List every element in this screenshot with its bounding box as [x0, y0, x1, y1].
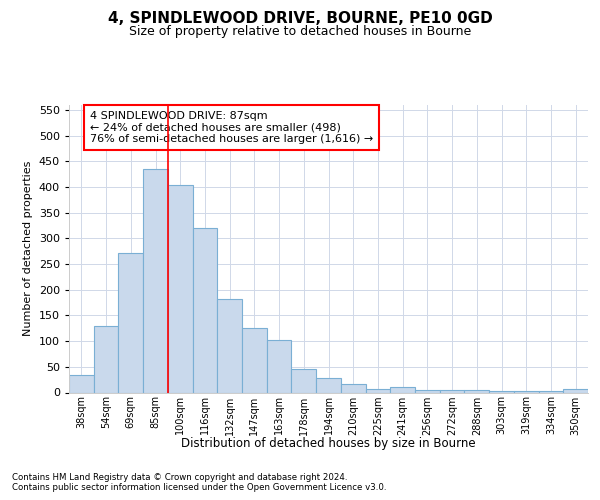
Text: Contains public sector information licensed under the Open Government Licence v3: Contains public sector information licen… [12, 484, 386, 492]
Bar [193, 228, 217, 392]
Text: 4, SPINDLEWOOD DRIVE, BOURNE, PE10 0GD: 4, SPINDLEWOOD DRIVE, BOURNE, PE10 0GD [107, 11, 493, 26]
Text: Distribution of detached houses by size in Bourne: Distribution of detached houses by size … [181, 438, 476, 450]
Bar [440, 390, 464, 392]
Bar [341, 384, 365, 392]
Bar [390, 388, 415, 392]
Bar [69, 374, 94, 392]
Bar [514, 391, 539, 392]
Bar [118, 253, 143, 392]
Y-axis label: Number of detached properties: Number of detached properties [23, 161, 33, 336]
Text: Contains HM Land Registry data © Crown copyright and database right 2024.: Contains HM Land Registry data © Crown c… [12, 472, 347, 482]
Bar [563, 390, 588, 392]
Bar [217, 298, 242, 392]
Bar [316, 378, 341, 392]
Bar [464, 390, 489, 392]
Bar [292, 370, 316, 392]
Bar [539, 391, 563, 392]
Bar [415, 390, 440, 392]
Bar [242, 328, 267, 392]
Text: 4 SPINDLEWOOD DRIVE: 87sqm
← 24% of detached houses are smaller (498)
76% of sem: 4 SPINDLEWOOD DRIVE: 87sqm ← 24% of deta… [90, 111, 373, 144]
Bar [168, 184, 193, 392]
Bar [365, 389, 390, 392]
Bar [267, 340, 292, 392]
Bar [143, 169, 168, 392]
Bar [94, 326, 118, 392]
Text: Size of property relative to detached houses in Bourne: Size of property relative to detached ho… [129, 25, 471, 38]
Bar [489, 391, 514, 392]
